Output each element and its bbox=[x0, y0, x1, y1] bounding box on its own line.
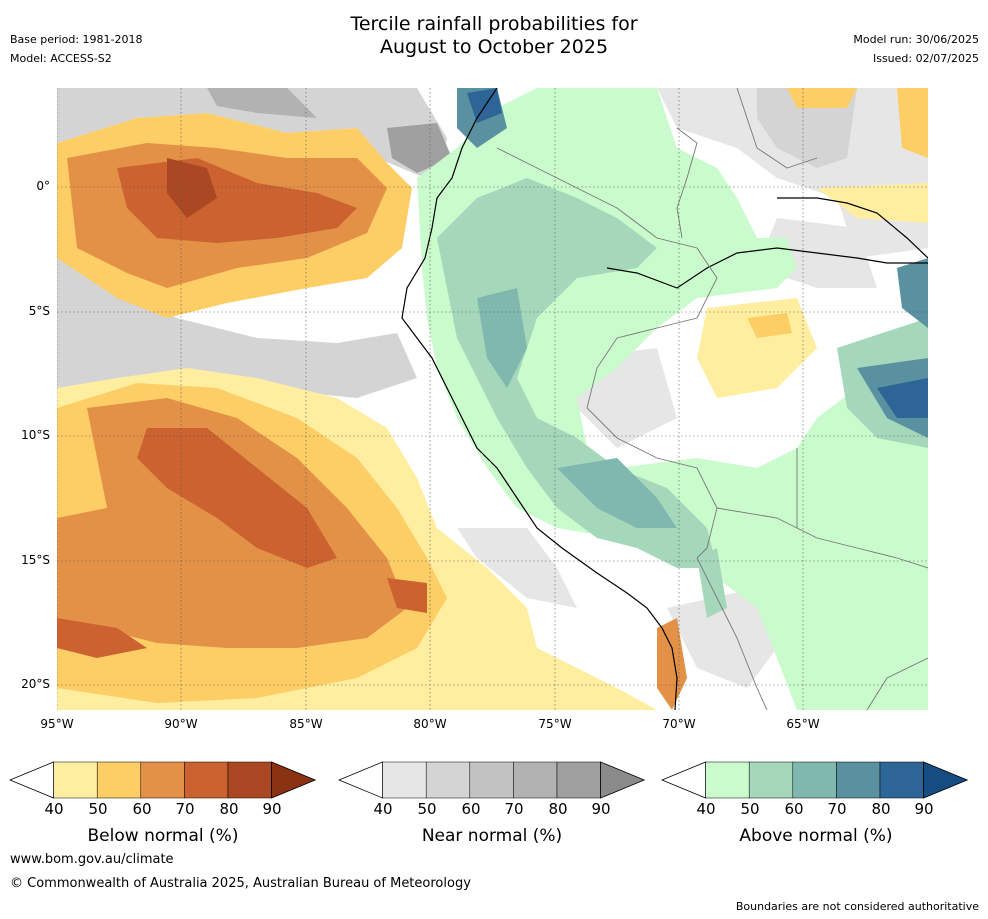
below-normal-region bbox=[57, 88, 928, 710]
above-tick-60: 60 bbox=[784, 800, 804, 818]
lon-label-65w: 65°W bbox=[786, 717, 820, 731]
lon-label-80w: 80°W bbox=[413, 717, 447, 731]
footer-copyright: © Commonwealth of Australia 2025, Austra… bbox=[10, 876, 471, 891]
lon-label-90w: 90°W bbox=[164, 717, 198, 731]
below-tick-40: 40 bbox=[44, 800, 64, 818]
lon-label-85w: 85°W bbox=[289, 717, 323, 731]
near-swatch-3 bbox=[469, 761, 514, 799]
above-extend-low bbox=[660, 761, 706, 799]
base-period-label: Base period: 1981-2018 bbox=[10, 33, 143, 46]
above-swatch-4 bbox=[836, 761, 881, 799]
below-swatch-4 bbox=[184, 761, 229, 799]
rainfall-probability-map bbox=[57, 88, 928, 710]
above-swatch-3 bbox=[792, 761, 837, 799]
above-tick-90: 90 bbox=[914, 800, 934, 818]
below-tick-70: 70 bbox=[175, 800, 195, 818]
colorbar-near-normal bbox=[337, 761, 646, 799]
model-run-label: Model run: 30/06/2025 bbox=[853, 33, 979, 46]
near-swatch-2 bbox=[425, 761, 471, 799]
above-tick-50: 50 bbox=[740, 800, 760, 818]
map-title: Tercile rainfall probabilities for Augus… bbox=[0, 13, 988, 59]
lat-label-0: 0° bbox=[36, 179, 50, 193]
colorbar-below-normal bbox=[8, 761, 317, 799]
lat-label-15s: 15°S bbox=[21, 553, 50, 567]
above-extend-high bbox=[923, 761, 969, 799]
title-line-2: August to October 2025 bbox=[379, 36, 609, 58]
colorbars bbox=[8, 761, 969, 799]
above-tick-80: 80 bbox=[871, 800, 891, 818]
country-borders bbox=[496, 88, 928, 710]
above-swatch-2 bbox=[748, 761, 794, 799]
near-tick-90: 90 bbox=[591, 800, 611, 818]
near-tick-80: 80 bbox=[548, 800, 568, 818]
below-swatch-5 bbox=[227, 761, 272, 799]
above-normal-region bbox=[417, 88, 928, 710]
near-tick-70: 70 bbox=[504, 800, 524, 818]
below-swatch-1 bbox=[53, 761, 98, 799]
near-swatch-5 bbox=[556, 761, 601, 799]
lon-label-95w: 95°W bbox=[40, 717, 74, 731]
lat-label-5s: 5°S bbox=[28, 304, 50, 318]
below-tick-90: 90 bbox=[262, 800, 282, 818]
below-swatch-3 bbox=[140, 761, 185, 799]
near-tick-50: 50 bbox=[417, 800, 437, 818]
lon-label-75w: 75°W bbox=[538, 717, 572, 731]
above-swatch-5 bbox=[879, 761, 924, 799]
title-line-1: Tercile rainfall probabilities for bbox=[350, 13, 638, 35]
footer-url: www.bom.gov.au/climate bbox=[10, 852, 174, 867]
issued-label: Issued: 02/07/2025 bbox=[872, 52, 979, 65]
legend-below-title: Below normal (%) bbox=[87, 826, 239, 846]
below-extend-low bbox=[8, 761, 54, 799]
near-swatch-1 bbox=[382, 761, 427, 799]
legend-above-title: Above normal (%) bbox=[739, 826, 893, 846]
lon-label-70w: 70°W bbox=[662, 717, 696, 731]
near-swatch-4 bbox=[513, 761, 558, 799]
below-swatch-2 bbox=[96, 761, 142, 799]
above-swatch-1 bbox=[705, 761, 750, 799]
lat-label-20s: 20°S bbox=[21, 677, 50, 691]
footer-disclaimer: Boundaries are not considered authoritat… bbox=[735, 900, 979, 913]
below-extend-high bbox=[271, 761, 317, 799]
below-tick-50: 50 bbox=[88, 800, 108, 818]
near-tick-60: 60 bbox=[461, 800, 481, 818]
near-extend-high bbox=[600, 761, 646, 799]
legend-near-title: Near normal (%) bbox=[421, 826, 563, 846]
near-tick-40: 40 bbox=[373, 800, 393, 818]
gridlines bbox=[57, 88, 928, 710]
below-tick-80: 80 bbox=[219, 800, 239, 818]
colorbar-above-normal bbox=[660, 761, 969, 799]
model-label: Model: ACCESS-S2 bbox=[10, 52, 112, 65]
below-tick-60: 60 bbox=[132, 800, 152, 818]
lat-label-10s: 10°S bbox=[21, 428, 50, 442]
above-tick-70: 70 bbox=[827, 800, 847, 818]
coastline bbox=[401, 88, 928, 710]
near-extend-low bbox=[337, 761, 384, 799]
above-tick-40: 40 bbox=[696, 800, 716, 818]
